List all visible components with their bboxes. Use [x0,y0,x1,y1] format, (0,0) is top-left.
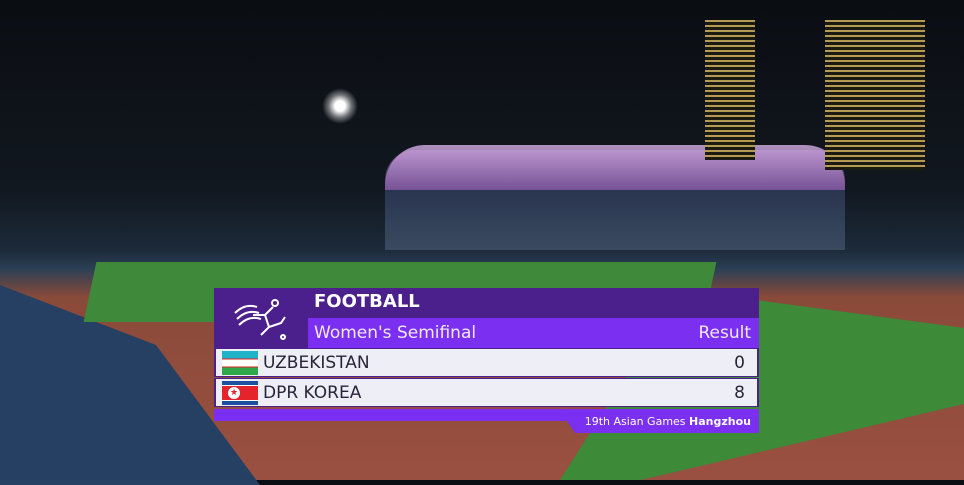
score-graphic: FOOTBALL Women's Semifinal Result UZBEKI… [214,288,759,433]
building [705,20,755,160]
dpr-korea-flag-icon: ★ [222,380,258,405]
event-name: Women's Semifinal [314,323,477,343]
football-pictogram-icon [214,288,308,348]
result-label: Result [698,323,751,343]
building [825,20,925,170]
team-name: DPR KOREA [263,382,362,403]
games-branding: 19th Asian Games Hangzhou [559,409,759,433]
host-city: Hangzhou [689,415,751,428]
team-score: 0 [734,352,745,373]
sport-title: FOOTBALL [314,291,420,312]
games-name: 19th Asian Games [584,415,686,428]
event-bar: Women's Semifinal Result [308,318,759,348]
team-row: ★ DPR KOREA 8 [214,378,759,407]
team-row: UZBEKISTAN 0 [214,348,759,377]
team-name: UZBEKISTAN [263,352,370,373]
uzbekistan-flag-icon [222,350,258,375]
floodlight [322,88,358,124]
team-score: 8 [734,382,745,403]
stadium-roof [385,145,845,190]
